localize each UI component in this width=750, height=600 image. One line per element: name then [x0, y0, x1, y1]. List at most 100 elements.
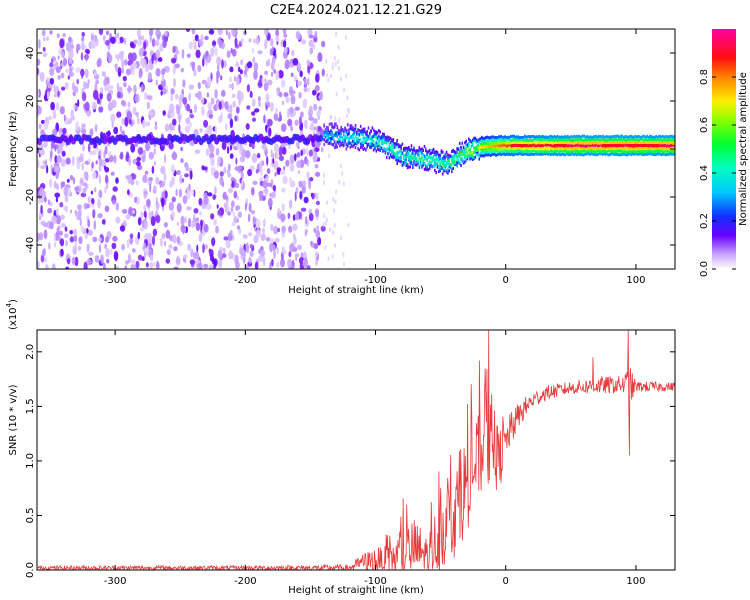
heat-cell: [339, 135, 341, 139]
heat-cell: [300, 149, 303, 157]
heat-cell: [537, 152, 539, 156]
heat-cell: [531, 143, 534, 147]
heat-cell: [138, 67, 143, 78]
heat-cell: [62, 32, 67, 38]
heat-cell: [203, 223, 209, 233]
heat-cell: [127, 101, 131, 108]
heat-cell: [369, 131, 371, 135]
heat-cell: [60, 214, 65, 220]
heat-cell: [410, 144, 413, 148]
heat-cell: [525, 152, 527, 156]
heat-cell: [539, 135, 542, 139]
heat-cell: [559, 141, 561, 145]
heat-cell: [378, 142, 380, 146]
heat-cell: [341, 138, 344, 142]
heat-cell: [330, 73, 332, 79]
heat-cell: [492, 138, 495, 142]
heat-cell: [111, 99, 117, 109]
heat-cell: [178, 188, 182, 198]
heat-cell: [375, 149, 378, 153]
heat-cell: [634, 140, 637, 144]
heat-cell: [313, 37, 318, 42]
heat-cell: [318, 134, 324, 142]
heat-cell: [352, 128, 354, 132]
heat-cell: [464, 154, 466, 158]
heat-cell: [374, 146, 376, 150]
heat-cell: [392, 150, 395, 154]
heat-cell: [537, 144, 539, 148]
heat-cell: [193, 208, 199, 214]
heat-cell: [219, 175, 224, 186]
heat-cell: [212, 40, 217, 46]
heat-cell: [465, 143, 467, 147]
heat-cell: [281, 245, 285, 255]
heat-cell: [615, 152, 617, 156]
heat-cell: [155, 68, 161, 77]
heat-cell: [497, 152, 500, 156]
heat-cell: [149, 29, 154, 37]
heat-cell: [413, 159, 415, 163]
heat-cell: [603, 149, 605, 153]
heat-cell: [470, 156, 473, 160]
heat-cell: [517, 149, 520, 153]
heat-cell: [434, 153, 436, 157]
heat-cell: [180, 67, 184, 73]
heat-cell: [337, 128, 340, 132]
heat-cell: [171, 151, 178, 161]
heat-cell: [194, 103, 197, 114]
heat-cell: [96, 145, 99, 152]
heat-cell: [127, 174, 133, 184]
heat-cell: [669, 152, 672, 156]
heat-cell: [548, 140, 551, 144]
heat-cell: [136, 161, 141, 167]
heat-cell: [530, 149, 533, 153]
heat-cell: [262, 180, 268, 189]
heat-cell: [229, 229, 233, 236]
heat-cell: [234, 254, 239, 265]
heat-cell: [479, 137, 482, 141]
heat-cell: [663, 152, 665, 156]
heat-cell: [397, 145, 400, 149]
heat-cell: [405, 164, 408, 168]
heat-cell: [555, 149, 557, 153]
heat-cell: [42, 37, 46, 42]
heat-cell: [456, 157, 458, 161]
heat-cell: [484, 141, 487, 145]
heat-cell: [621, 153, 624, 157]
heat-cell: [220, 112, 223, 122]
heat-cell: [405, 152, 408, 156]
heat-cell: [391, 144, 393, 148]
heat-cell: [490, 147, 492, 151]
heat-cell: [520, 138, 522, 142]
heat-cell: [243, 69, 248, 75]
heat-cell: [582, 141, 585, 145]
heat-cell: [566, 138, 569, 142]
heat-cell: [483, 136, 486, 140]
heat-cell: [115, 216, 121, 224]
heat-cell: [580, 135, 582, 139]
heat-cell: [621, 138, 624, 142]
heat-cell: [369, 136, 371, 140]
heat-cell: [164, 153, 167, 164]
heat-cell: [401, 151, 404, 155]
heat-cell: [233, 216, 238, 223]
heat-cell: [643, 146, 646, 150]
heat-cell: [652, 138, 655, 142]
heat-cell: [619, 153, 621, 157]
heat-cell: [553, 149, 556, 153]
snr-y-tick-label: 0.0: [25, 562, 36, 578]
heat-cell: [303, 196, 309, 204]
heat-cell: [505, 149, 508, 153]
heat-cell: [483, 139, 486, 143]
heat-cell: [667, 135, 669, 139]
heat-cell: [247, 169, 253, 177]
heat-cell: [445, 169, 448, 173]
heat-cell: [537, 150, 539, 154]
heat-cell: [376, 144, 379, 148]
heat-cell: [500, 134, 503, 138]
heat-cell: [504, 149, 506, 153]
heat-cell: [408, 147, 410, 151]
heat-cell: [323, 138, 325, 142]
heat-cell: [136, 116, 141, 125]
heat-cell: [115, 63, 118, 72]
